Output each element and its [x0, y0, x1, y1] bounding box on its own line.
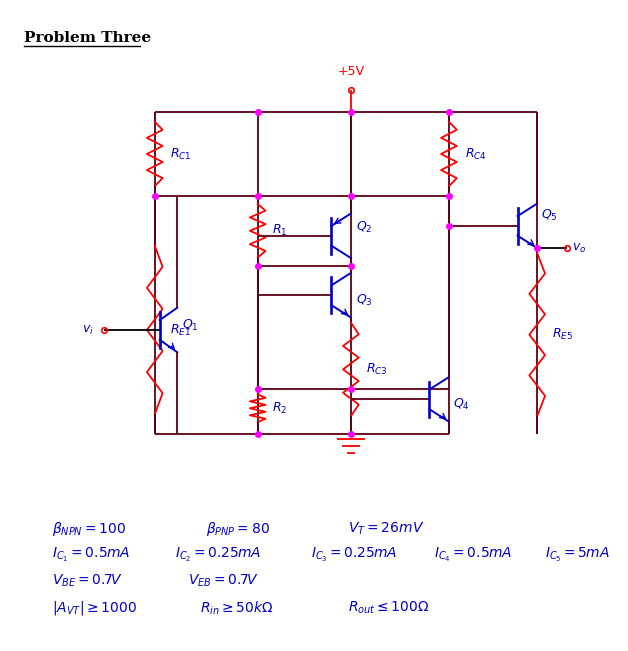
Text: $I_{C_2} = 0.25mA$: $I_{C_2} = 0.25mA$ [175, 546, 261, 564]
Text: $Q_5$: $Q_5$ [541, 208, 558, 223]
Text: $R_{C3}$: $R_{C3}$ [365, 362, 387, 377]
Text: $Q_2$: $Q_2$ [356, 220, 372, 236]
Text: $I_{C_1} = 0.5mA$: $I_{C_1} = 0.5mA$ [52, 546, 131, 564]
Text: $v_i$: $v_i$ [82, 324, 94, 337]
Text: $v_o$: $v_o$ [571, 242, 586, 255]
Text: Problem Three: Problem Three [24, 31, 151, 44]
Text: $I_{C_3} = 0.25mA$: $I_{C_3} = 0.25mA$ [311, 546, 397, 564]
Text: $I_{C_4} = 0.5mA$: $I_{C_4} = 0.5mA$ [434, 546, 512, 564]
Text: +5V: +5V [337, 65, 364, 78]
Text: $Q_3$: $Q_3$ [356, 293, 372, 308]
Text: $V_{EB} = 0.7V$: $V_{EB} = 0.7V$ [188, 572, 258, 589]
Text: $R_{out} \leq 100\Omega$: $R_{out} \leq 100\Omega$ [348, 600, 429, 616]
Text: $R_{C4}$: $R_{C4}$ [465, 146, 487, 161]
Text: $\beta_{NPN} = 100$: $\beta_{NPN} = 100$ [52, 519, 126, 538]
Text: $Q_4$: $Q_4$ [453, 396, 470, 412]
Text: $R_{E1}$: $R_{E1}$ [170, 322, 192, 337]
Text: $V_T = 26mV$: $V_T = 26mV$ [348, 521, 424, 537]
Text: $\beta_{PNP} = 80$: $\beta_{PNP} = 80$ [206, 519, 270, 538]
Text: $R_{in} \geq 50k\Omega$: $R_{in} \geq 50k\Omega$ [200, 600, 274, 617]
Text: $R_1$: $R_1$ [273, 223, 288, 238]
Text: $R_{C1}$: $R_{C1}$ [170, 146, 192, 161]
Text: $Q_1$: $Q_1$ [182, 318, 199, 333]
Text: $|A_{VT}| \geq 1000$: $|A_{VT}| \geq 1000$ [52, 599, 137, 617]
Text: $R_2$: $R_2$ [273, 401, 288, 416]
Text: $I_{C_5} = 5mA$: $I_{C_5} = 5mA$ [544, 546, 610, 564]
Text: $V_{BE} = 0.7V$: $V_{BE} = 0.7V$ [52, 572, 122, 589]
Text: $R_{E5}$: $R_{E5}$ [552, 327, 573, 342]
